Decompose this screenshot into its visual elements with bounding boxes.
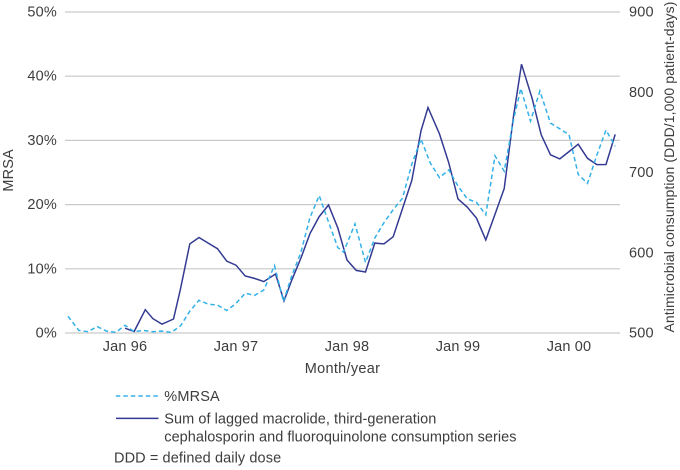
svg-text:50%: 50% xyxy=(27,5,57,21)
svg-text:700: 700 xyxy=(629,165,654,181)
svg-text:Jan 98: Jan 98 xyxy=(325,339,369,355)
svg-text:30%: 30% xyxy=(27,133,57,149)
svg-text:600: 600 xyxy=(629,245,654,261)
svg-text:800: 800 xyxy=(629,85,654,101)
svg-text:MRSA: MRSA xyxy=(1,149,17,192)
svg-text:0%: 0% xyxy=(36,326,57,342)
svg-text:Month/year: Month/year xyxy=(305,361,381,377)
svg-text:Jan 99: Jan 99 xyxy=(436,339,480,355)
svg-text:900: 900 xyxy=(629,5,654,21)
svg-text:Jan 97: Jan 97 xyxy=(214,339,258,355)
svg-text:Sum of lagged macrolide, third: Sum of lagged macrolide, third-generatio… xyxy=(164,412,436,428)
svg-text:10%: 10% xyxy=(27,261,57,277)
svg-text:20%: 20% xyxy=(27,197,57,213)
svg-text:500: 500 xyxy=(629,326,654,342)
svg-text:Jan 00: Jan 00 xyxy=(547,339,591,355)
svg-text:40%: 40% xyxy=(27,69,57,85)
svg-text:Jan 96: Jan 96 xyxy=(103,339,147,355)
svg-text:Antimicrobial consumption (DDD: Antimicrobial consumption (DDD/1,000 pat… xyxy=(661,1,677,332)
svg-text:cephalosporin and fluoroquinol: cephalosporin and fluoroquinolone consum… xyxy=(164,430,516,446)
svg-text:%MRSA: %MRSA xyxy=(164,389,220,405)
svg-text:DDD = defined daily dose: DDD = defined daily dose xyxy=(114,451,281,467)
